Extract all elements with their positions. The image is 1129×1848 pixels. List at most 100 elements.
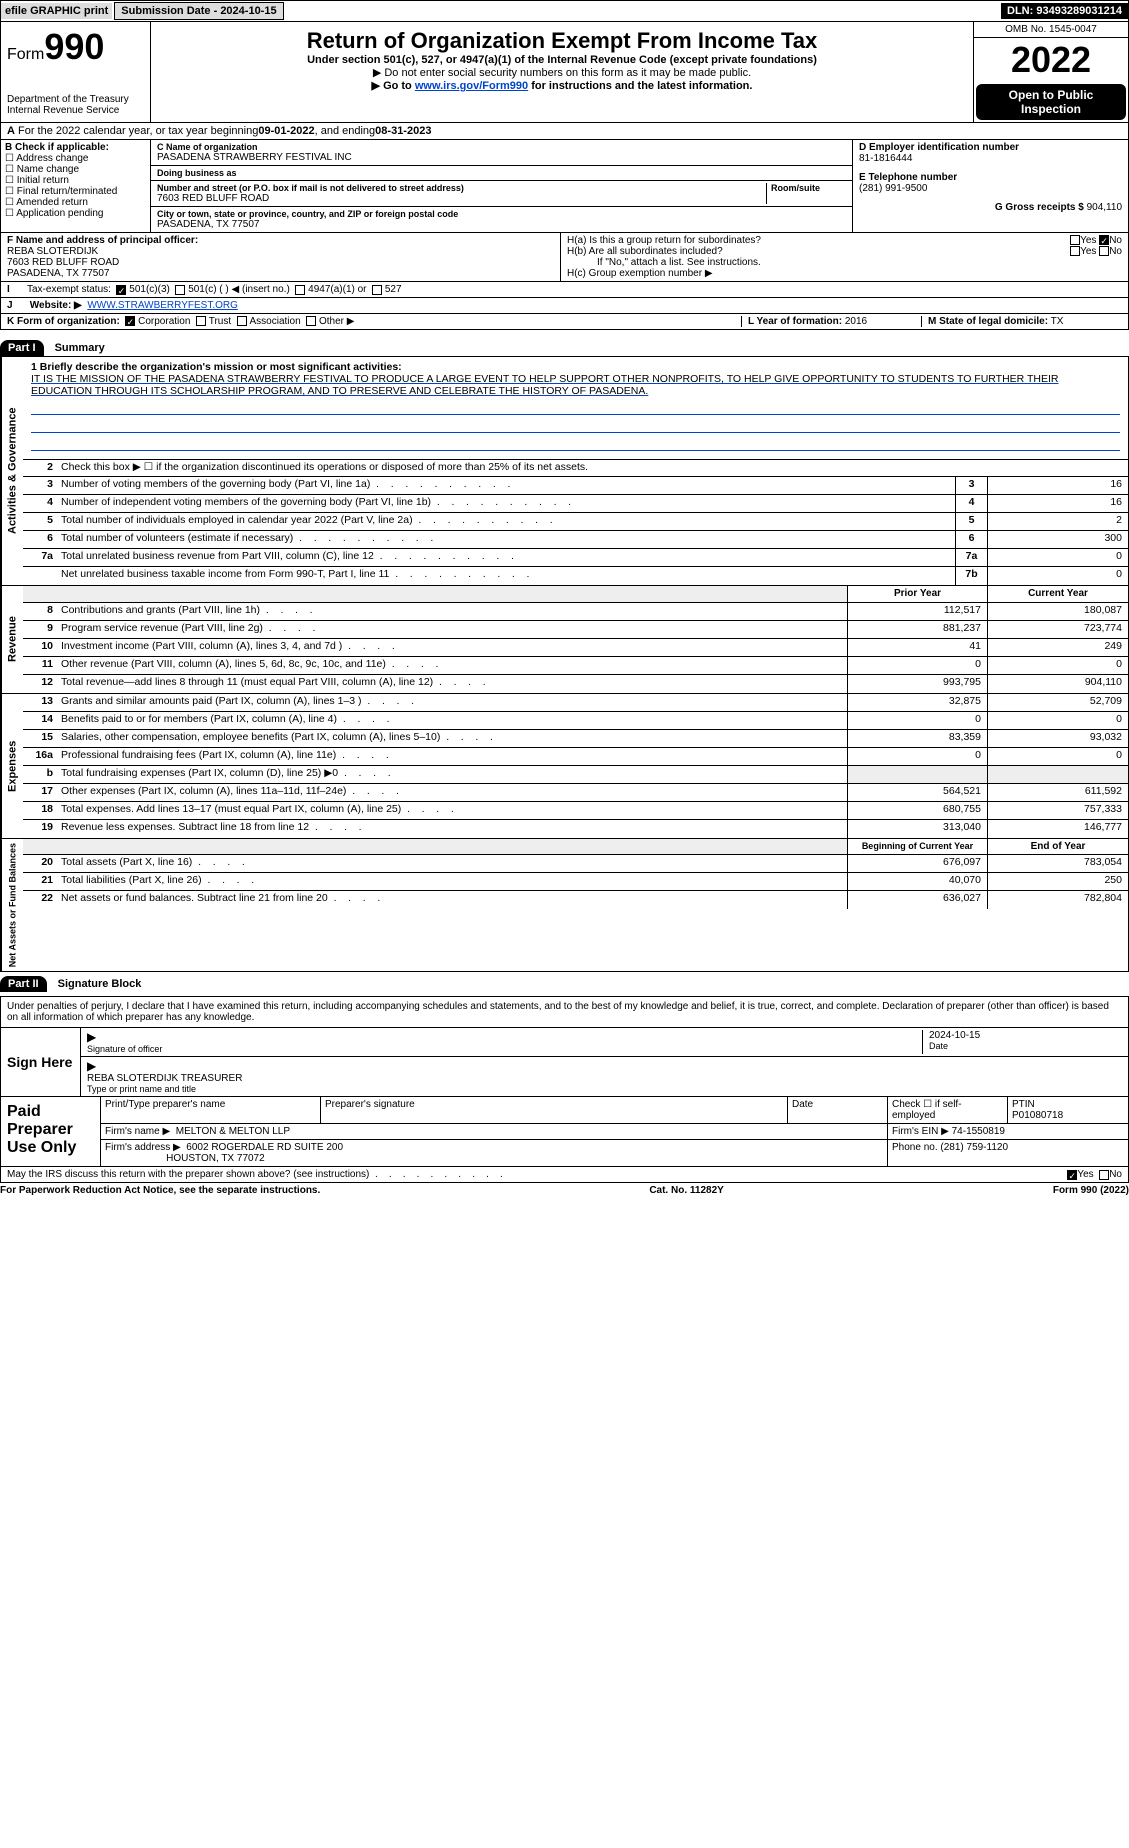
table-row: 22Net assets or fund balances. Subtract … <box>23 891 1128 909</box>
line-desc: Program service revenue (Part VIII, line… <box>57 621 848 638</box>
line-desc: Number of independent voting members of … <box>57 495 956 512</box>
chk-final-return[interactable]: Final return/terminated <box>5 186 146 197</box>
sig-date-val: 2024-10-15 <box>929 1030 1122 1041</box>
line-boxnum: 7a <box>956 549 988 566</box>
table-row: 18Total expenses. Add lines 13–17 (must … <box>23 802 1128 820</box>
street-val: 7603 RED BLUFF ROAD <box>157 193 766 204</box>
irs-link[interactable]: www.irs.gov/Form990 <box>415 80 528 92</box>
hb-yes-chk[interactable] <box>1070 246 1080 256</box>
table-row: 19Revenue less expenses. Subtract line 1… <box>23 820 1128 838</box>
opt-501c: 501(c) ( ) ◀ (insert no.) <box>188 284 290 295</box>
line-num: 7a <box>23 549 57 566</box>
chk-name-change[interactable]: Name change <box>5 164 146 175</box>
table-row: 15Salaries, other compensation, employee… <box>23 730 1128 748</box>
col-b: B Check if applicable: Address change Na… <box>1 140 151 232</box>
line2-text: Check this box ▶ ☐ if the organization d… <box>57 460 1128 476</box>
chk-application-pending[interactable]: Application pending <box>5 208 146 219</box>
current-val: 904,110 <box>988 675 1128 693</box>
gov-line: 5Total number of individuals employed in… <box>23 513 1128 531</box>
tel-label: E Telephone number <box>859 172 1122 183</box>
may-irs-yes: Yes <box>1077 1169 1093 1180</box>
firm-addr-lbl: Firm's address ▶ <box>105 1142 181 1153</box>
line-boxnum: 4 <box>956 495 988 512</box>
dept-treasury: Department of the Treasury <box>7 94 144 105</box>
chk-trust[interactable] <box>196 316 206 326</box>
line-desc: Other expenses (Part IX, column (A), lin… <box>57 784 848 801</box>
firm-ein-lbl: Firm's EIN ▶ <box>892 1126 949 1137</box>
chk-amended-return[interactable]: Amended return <box>5 197 146 208</box>
table-row: 20Total assets (Part X, line 16)676,0977… <box>23 855 1128 873</box>
form-number: 990 <box>44 26 104 67</box>
submission-date-btn[interactable]: Submission Date - 2024-10-15 <box>114 2 283 20</box>
chk-corp[interactable]: ✓ <box>125 316 135 326</box>
goto-pre: ▶ Go to <box>372 80 415 92</box>
sign-here-row: Sign Here Signature of officer 2024-10-1… <box>1 1027 1128 1096</box>
line-val: 300 <box>988 531 1128 548</box>
form-subtitle-2: ▶ Do not enter social security numbers o… <box>161 66 963 79</box>
ha-label: H(a) Is this a group return for subordin… <box>567 235 1070 246</box>
chk-4947[interactable] <box>295 285 305 295</box>
current-val: 52,709 <box>988 694 1128 711</box>
prior-val: 0 <box>848 712 988 729</box>
line-val: 0 <box>988 567 1128 585</box>
prior-val: 881,237 <box>848 621 988 638</box>
year-form-label: L Year of formation: <box>748 316 842 327</box>
irs-label: Internal Revenue Service <box>7 105 144 116</box>
prep-h2: Preparer's signature <box>321 1097 788 1124</box>
chk-assoc[interactable] <box>237 316 247 326</box>
line-num: 9 <box>23 621 57 638</box>
state-dom-val: TX <box>1051 316 1064 327</box>
line-val: 16 <box>988 495 1128 512</box>
chk-501c3[interactable]: ✓ <box>116 285 126 295</box>
may-irs-yes-chk[interactable]: ✓ <box>1067 1170 1077 1180</box>
prep-h5: PTIN <box>1012 1099 1124 1110</box>
pra-notice: For Paperwork Reduction Act Notice, see … <box>0 1185 320 1196</box>
line-boxnum: 7b <box>956 567 988 585</box>
firm-ein: 74-1550819 <box>952 1126 1005 1137</box>
table-row: bTotal fundraising expenses (Part IX, co… <box>23 766 1128 784</box>
ha-no-chk[interactable]: ✓ <box>1099 235 1109 245</box>
part2-header: Part II <box>0 976 47 992</box>
org-name-cell: C Name of organization PASADENA STRAWBER… <box>151 140 852 166</box>
line-num: 8 <box>23 603 57 620</box>
dln-label: DLN: 93493289031214 <box>1001 3 1128 19</box>
prior-val: 0 <box>848 748 988 765</box>
hb-no: No <box>1109 246 1122 257</box>
line-desc: Total number of volunteers (estimate if … <box>57 531 956 548</box>
may-irs-no-chk[interactable] <box>1099 1170 1109 1180</box>
opt-527: 527 <box>385 284 402 295</box>
hb-no-chk[interactable] <box>1099 246 1109 256</box>
form-header: Form990 Department of the Treasury Inter… <box>0 22 1129 123</box>
current-val: 783,054 <box>988 855 1128 872</box>
form-org-label: K Form of organization: <box>7 316 120 327</box>
sig-officer-label: Signature of officer <box>87 1044 922 1054</box>
officer-label: F Name and address of principal officer: <box>7 235 554 246</box>
chk-527[interactable] <box>372 285 382 295</box>
line-j: J Website: ▶ WWW.STRAWBERRYFEST.ORG <box>0 298 1129 314</box>
ha-yes-chk[interactable] <box>1070 235 1080 245</box>
prior-val: 564,521 <box>848 784 988 801</box>
website-link[interactable]: WWW.STRAWBERRYFEST.ORG <box>87 300 238 311</box>
hdr-prior-year: Prior Year <box>848 586 988 602</box>
opt-501c3: 501(c)(3) <box>129 284 170 295</box>
header-right: OMB No. 1545-0047 2022 Open to Public In… <box>973 22 1128 122</box>
chk-address-change[interactable]: Address change <box>5 153 146 164</box>
prior-val: 112,517 <box>848 603 988 620</box>
chk-initial-return[interactable]: Initial return <box>5 175 146 186</box>
header-mid: Return of Organization Exempt From Incom… <box>151 22 973 122</box>
chk-other[interactable] <box>306 316 316 326</box>
line-desc: Total fundraising expenses (Part IX, col… <box>57 766 848 783</box>
ein-val: 81-1816444 <box>859 153 1122 164</box>
tel-val: (281) 991-9500 <box>859 183 1122 194</box>
table-row: 10Investment income (Part VIII, column (… <box>23 639 1128 657</box>
chk-501c[interactable] <box>175 285 185 295</box>
firm-name: MELTON & MELTON LLP <box>176 1126 290 1137</box>
sig-intro: Under penalties of perjury, I declare th… <box>1 997 1128 1027</box>
period-begin: 09-01-2022 <box>258 125 314 137</box>
line-num: 19 <box>23 820 57 838</box>
current-val: 250 <box>988 873 1128 890</box>
paid-preparer-row: Paid Preparer Use Only Print/Type prepar… <box>1 1096 1128 1166</box>
gov-line: 7aTotal unrelated business revenue from … <box>23 549 1128 567</box>
part2-title: Signature Block <box>50 976 150 992</box>
table-row: 13Grants and similar amounts paid (Part … <box>23 694 1128 712</box>
